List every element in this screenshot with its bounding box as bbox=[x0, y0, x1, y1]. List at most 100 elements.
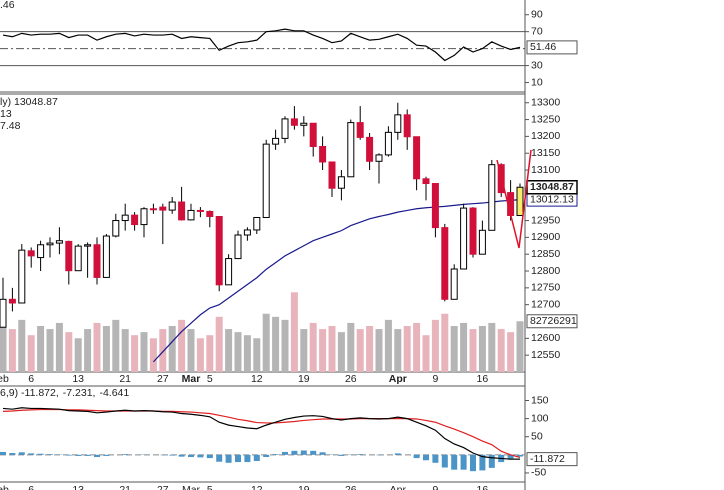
y-tick-label: 90 bbox=[531, 8, 543, 20]
x-tick-label: 26 bbox=[345, 484, 357, 490]
histogram-bar bbox=[272, 454, 279, 455]
histogram-bar bbox=[507, 454, 514, 460]
y-tick-label: 13150 bbox=[531, 147, 560, 159]
candle-body bbox=[488, 164, 496, 231]
y-tick-label: 10 bbox=[531, 76, 543, 88]
x-tick-label: Apr bbox=[389, 373, 407, 385]
candle-body bbox=[27, 250, 35, 257]
volume-bar bbox=[234, 332, 242, 372]
histogram-bar bbox=[235, 454, 241, 463]
volume-bar bbox=[149, 338, 157, 372]
histogram-bar bbox=[178, 454, 185, 457]
x-tick-label: 9 bbox=[432, 373, 438, 385]
histogram-bar bbox=[197, 454, 204, 458]
volume-bar bbox=[488, 322, 496, 372]
x-tick-label: 27 bbox=[157, 373, 169, 385]
volume-bar bbox=[469, 329, 477, 372]
volume-bar bbox=[46, 329, 54, 372]
price-legend: 13 bbox=[0, 108, 12, 120]
macd-legend: -7.231, bbox=[63, 387, 96, 399]
volume-bar bbox=[347, 322, 355, 372]
candle-body bbox=[328, 161, 336, 189]
volume-bar bbox=[121, 329, 129, 372]
histogram-bar bbox=[517, 454, 523, 457]
x-tick-label: 26 bbox=[345, 373, 357, 385]
candle-body bbox=[413, 136, 421, 180]
macd-legend: -4.641 bbox=[99, 387, 129, 399]
volume-bar bbox=[403, 326, 411, 372]
volume-bar bbox=[65, 332, 73, 372]
x-tick-label: 19 bbox=[298, 373, 310, 385]
candle-body bbox=[243, 229, 251, 236]
volume-bar bbox=[441, 313, 449, 372]
macd-legend: 6,9) -11.872, bbox=[0, 387, 59, 399]
candle-body bbox=[225, 258, 233, 286]
y-tick-label: 12900 bbox=[531, 231, 560, 243]
volume-bar bbox=[178, 319, 186, 372]
histogram-bar bbox=[216, 454, 223, 462]
volume-bar bbox=[196, 338, 204, 372]
candle-body bbox=[168, 201, 176, 211]
y-tick-label: -50 bbox=[531, 467, 546, 479]
candle-body bbox=[112, 220, 120, 237]
histogram-bar bbox=[169, 454, 176, 456]
histogram-bar bbox=[103, 454, 110, 456]
x-tick-label: 21 bbox=[119, 484, 131, 490]
candle-body bbox=[234, 234, 242, 260]
trend-annotation bbox=[496, 149, 532, 249]
candle-body bbox=[469, 207, 477, 255]
volume-bar bbox=[272, 316, 280, 372]
volume-bar bbox=[384, 319, 392, 372]
volume-bar bbox=[243, 335, 251, 372]
volume-bar bbox=[431, 319, 439, 372]
y-tick-label: 13100 bbox=[531, 164, 560, 176]
x-tick-label: eb bbox=[0, 484, 9, 490]
histogram-bar bbox=[282, 451, 288, 455]
candle-body bbox=[431, 183, 439, 229]
volume-bar bbox=[281, 319, 289, 372]
candle-body bbox=[18, 249, 26, 304]
histogram-bar bbox=[28, 453, 35, 455]
candle-body bbox=[253, 217, 261, 231]
x-tick-label: 13 bbox=[72, 373, 84, 385]
candle-body bbox=[0, 298, 7, 328]
candle-body bbox=[290, 118, 298, 126]
histogram-bar bbox=[9, 453, 16, 455]
histogram-bar bbox=[413, 454, 420, 459]
histogram-bar bbox=[253, 454, 260, 461]
candle-body bbox=[403, 114, 411, 138]
candle-body bbox=[37, 244, 45, 259]
volume-bar bbox=[140, 332, 148, 372]
candle-body bbox=[149, 208, 157, 211]
x-tick-label: Mar bbox=[182, 373, 201, 385]
candle-body bbox=[131, 214, 139, 226]
x-tick-label: 16 bbox=[477, 373, 489, 385]
price-legend: 7.48 bbox=[0, 120, 21, 132]
y-tick-label: 13200 bbox=[531, 130, 560, 142]
volume-bar bbox=[375, 329, 383, 372]
histogram-bar bbox=[122, 454, 129, 455]
histogram-bar bbox=[18, 452, 25, 455]
x-tick-label: 9 bbox=[432, 484, 438, 490]
volume-bar bbox=[328, 326, 336, 372]
value-box bbox=[526, 452, 578, 467]
volume-bar bbox=[262, 313, 270, 372]
histogram-bar bbox=[47, 454, 53, 455]
volume-bar bbox=[168, 326, 176, 372]
candle-body bbox=[460, 207, 468, 270]
candle-body bbox=[65, 240, 73, 272]
x-tick-label: eb bbox=[0, 373, 9, 385]
candle-body bbox=[384, 131, 392, 156]
candle-body bbox=[93, 244, 101, 278]
y-tick-label: 13300 bbox=[531, 97, 560, 109]
candle-body bbox=[8, 298, 16, 304]
candle-body bbox=[55, 240, 63, 244]
candle-body bbox=[281, 118, 289, 139]
histogram-bar bbox=[423, 454, 429, 461]
price-legend: ly) 13048.87 bbox=[0, 96, 58, 108]
value-box-label: 13048.87 bbox=[530, 181, 574, 193]
histogram-bar bbox=[291, 450, 298, 455]
histogram-bar bbox=[338, 454, 345, 456]
candle-body bbox=[187, 209, 195, 221]
volume-bar bbox=[206, 335, 214, 372]
